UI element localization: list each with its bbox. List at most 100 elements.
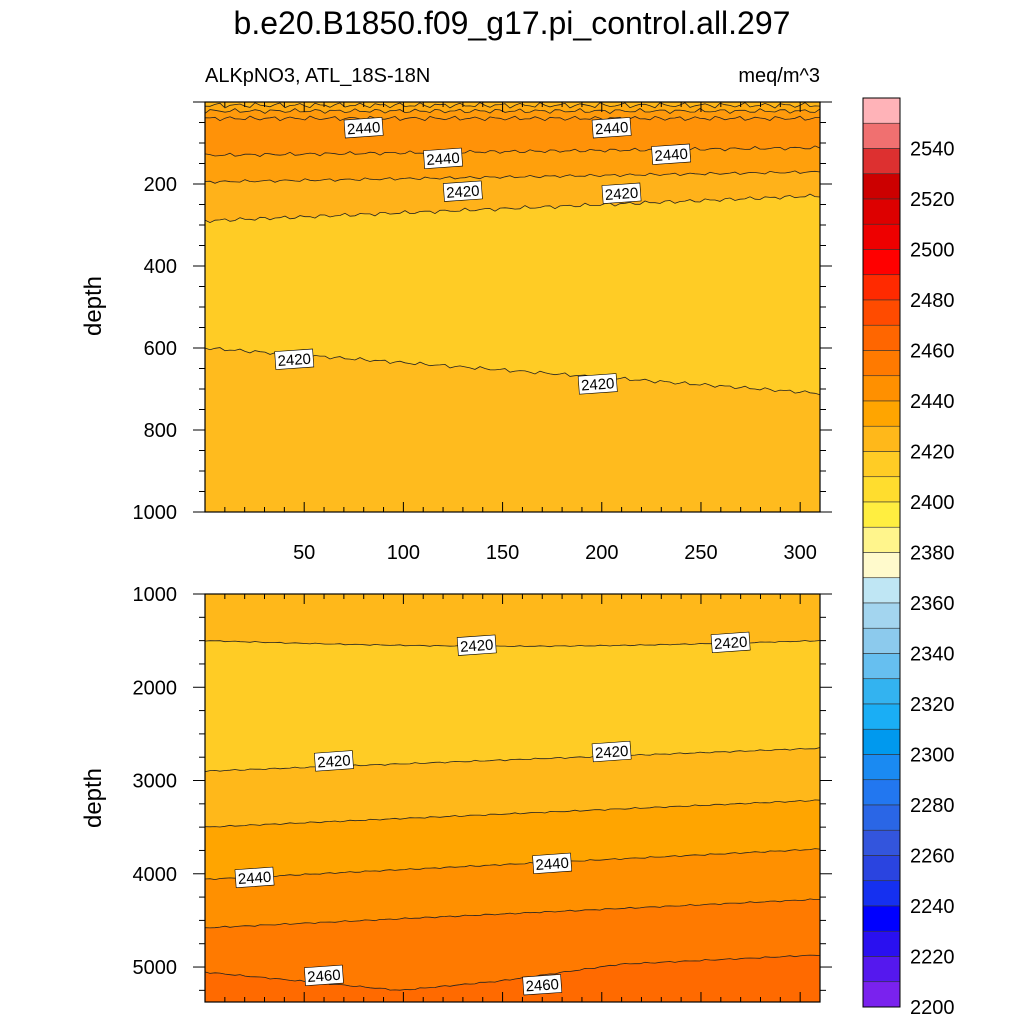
colorbar-swatch [862,577,901,604]
colorbar-tick-label: 2480 [910,290,955,312]
colorbar-swatch [862,526,901,553]
lower-contour-band [205,799,820,880]
contour-label-text: 2460 [307,967,341,986]
contour-label-text: 2420 [581,375,615,394]
colorbar-swatch [862,324,901,351]
colorbar-swatch [862,375,901,402]
contour-label-text: 2460 [525,976,559,995]
contour-label-box [522,974,563,996]
lower-y-tick-label: 3000 [133,771,178,793]
contour-label-box [456,634,497,656]
colorbar-swatch [862,425,901,452]
lower-contour-label: 2440 [532,852,573,875]
colorbar-tick-label: 2500 [910,240,955,262]
contour-label-text: 2440 [346,119,380,138]
colorbar-swatch [862,754,901,781]
x-tick-label: 300 [783,542,816,564]
colorbar-swatch [862,627,901,654]
colorbar-tick-label: 2340 [910,644,955,666]
contour-label-text: 2420 [594,743,628,762]
lower-contour-band [205,848,820,928]
colorbar-swatch [862,602,901,629]
contour-label-box [343,117,384,139]
colorbar-tick-label: 2260 [910,846,955,868]
lower-y-tick-label: 2000 [133,677,178,699]
colorbar-swatch [862,880,901,907]
upper-contour-label: 2420 [442,180,483,202]
x-tick-label: 100 [387,542,420,564]
colorbar-swatch [862,653,901,680]
lower-contour-line [204,898,821,929]
colorbar-tick-label: 2440 [910,391,955,413]
contour-label-box [304,964,344,987]
upper-y-tick-label: 200 [144,174,177,196]
colorbar: 2540 2520 2500 2480 2460 2440 2420 2400 2380 2360… [862,97,955,1019]
upper-contour-line [204,102,821,109]
x-tick-label: 50 [293,542,315,564]
colorbar-tick-label: 2520 [910,189,955,211]
colorbar-swatch [862,779,901,806]
contour-label-text: 2440 [594,119,628,138]
colorbar-tick-label: 2280 [910,795,955,817]
units-label: meq/m^3 [738,65,820,87]
colorbar-tick-label: 2380 [910,543,955,565]
contour-label-text: 2420 [604,185,638,204]
colorbar-tick-label: 2320 [910,694,955,716]
lower-contour-line [204,747,821,773]
colorbar-swatch [862,501,901,528]
upper-contour-label: 2420 [577,373,618,395]
colorbar-tick-label: 2300 [910,745,955,767]
figure-title: b.e20.B1850.f09_g17.pi_control.all.297 [234,5,791,41]
contour-label-text: 2420 [446,183,480,202]
lower-contour-label: 2420 [456,634,497,656]
colorbar-swatch [862,930,901,957]
contour-label-box [710,631,751,654]
colorbar-swatch [862,552,901,579]
colorbar-swatch [862,855,901,882]
colorbar-swatch [862,905,901,932]
upper-contour-line [204,170,821,184]
upper-contour-band [205,347,820,512]
colorbar-swatch [862,173,901,200]
lower-contour-label: 2460 [304,964,344,987]
colorbar-swatch [862,148,901,175]
lower-contour-band [205,955,820,1002]
lower-contour-label: 2420 [314,750,354,772]
colorbar-swatch [862,299,901,326]
colorbar-tick-label: 2460 [910,341,955,363]
upper-y-tick-label: 800 [144,420,177,442]
contour-label-box [234,866,275,889]
upper-contour-label: 2440 [591,117,632,139]
contour-label-box [591,117,632,139]
upper-depth-axis-label: depth [80,276,107,336]
colorbar-swatch [862,451,901,478]
upper-contour-band [205,170,820,223]
x-tick-label: 150 [486,542,519,564]
contour-label-text: 2440 [426,150,460,169]
upper-contour-band [205,108,820,121]
contour-label-box [532,852,573,875]
upper-y-tick-label: 400 [144,256,177,278]
upper-contour-label: 2420 [274,348,315,370]
x-tick-label: 250 [684,542,717,564]
colorbar-tick-label: 2420 [910,442,955,464]
colorbar-swatch [862,678,901,705]
lower-contour-label: 2460 [522,974,563,996]
colorbar-tick-label: 2200 [910,997,955,1019]
x-tick-label: 200 [585,542,618,564]
contour-label-box [591,740,632,763]
colorbar-frame [862,97,901,1008]
upper-contour-label: 2440 [343,117,384,139]
upper-contour-band [205,194,820,395]
colorbar-swatch [862,829,901,856]
contour-label-box [314,750,354,772]
lower-contour-label: 2420 [591,740,632,763]
lower-frame [204,593,821,1003]
upper-contour-label: 2440 [651,143,692,165]
upper-contour-line [204,108,821,114]
contour-label-box [423,147,463,170]
lower-contour-label: 2440 [234,866,275,889]
contour-label-text: 2420 [713,634,747,653]
contour-label-text: 2420 [277,351,311,370]
